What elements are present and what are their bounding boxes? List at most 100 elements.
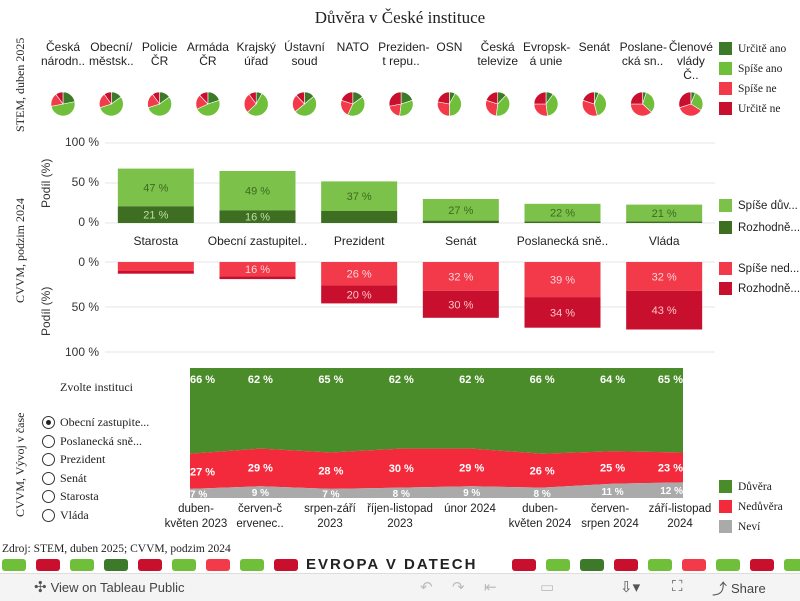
pie-slice (630, 91, 643, 105)
institution-chooser-title: Zvolte instituci (60, 380, 133, 394)
institution-option-label: Senát (60, 470, 87, 485)
pause-icon[interactable]: ▭ (540, 579, 555, 596)
stem-institution-label: Senát (578, 40, 610, 54)
pie-slice (582, 99, 598, 117)
institution-option[interactable]: Prezident (42, 452, 105, 467)
legend-swatch (719, 62, 732, 75)
radio-button-icon[interactable] (42, 471, 55, 485)
stem-institution-label: Ústavní soud (284, 40, 325, 68)
pie-slice (147, 96, 172, 117)
pie-slice (341, 91, 354, 105)
cvvm-legend-item: Spíše dův... (719, 199, 798, 212)
trend-area-chart: 66 % 27 % 7 % duben-květen 2023 62 % 29 % 9 % č… (165, 368, 711, 530)
redo-icon[interactable]: ↷ (452, 579, 465, 596)
data-label: 32 % (448, 271, 473, 283)
x-tick-label: červen- (591, 503, 630, 515)
data-label: 62 % (459, 374, 484, 386)
category-label: Starosta (133, 234, 178, 248)
brand-logo: EVROPA V DATECH (300, 556, 484, 573)
institution-option[interactable]: Vláda (42, 508, 89, 523)
area-nevi (190, 482, 683, 498)
pie-slice (55, 91, 64, 105)
legend-swatch (719, 282, 732, 295)
radio-button-icon[interactable] (42, 508, 55, 522)
data-label: 47 % (143, 182, 168, 194)
category-label: Poslanecká sně.. (517, 234, 608, 248)
stem-institution-label: NATO (336, 40, 369, 54)
cvvm-legend-item: Rozhodně... (719, 282, 800, 295)
bar-segment (219, 171, 296, 211)
legend-swatch (719, 500, 732, 513)
fullscreen-icon[interactable]: ⛶ (672, 578, 683, 595)
legend-label: Rozhodně... (738, 282, 800, 295)
y-axis-title: Podíl (%) (39, 287, 53, 336)
institution-option[interactable]: Senát (42, 471, 87, 486)
y-tick-label: 0 % (78, 215, 99, 229)
stem-institution-label: Armáda ČR (186, 40, 229, 68)
bar-segment (117, 168, 194, 207)
share-button[interactable]: ⤴ Share (712, 578, 766, 599)
data-label: 26 % (347, 269, 372, 281)
radio-button-icon[interactable] (42, 416, 55, 429)
x-tick-label: 2023 (387, 518, 413, 530)
brand-decoration-shape (580, 559, 604, 571)
pie-slice (294, 95, 317, 117)
data-label: 64 % (600, 374, 625, 386)
pie-slice (99, 96, 124, 117)
data-label: 39 % (550, 275, 575, 287)
legend-label: Spíše dův... (738, 199, 798, 212)
x-tick-label: duben- (522, 503, 558, 515)
x-tick-label: květen 2023 (165, 518, 228, 530)
undo-icon[interactable]: ↶ (420, 579, 433, 596)
area-duvera (190, 368, 683, 454)
legend-label: Nedůvěra (738, 500, 783, 513)
institution-option[interactable]: Starosta (42, 489, 99, 504)
x-tick-label: květen 2024 (509, 518, 572, 530)
x-tick-label: ervenec.. (236, 518, 283, 530)
data-label: 8 % (393, 489, 410, 500)
y-tick-label: 50 % (72, 300, 100, 314)
tableau-toolbar: ✣ View on Tableau Public ↶ ↷ ⇤ ▭ ⇩▾ ⛶ ⤴ … (0, 573, 800, 601)
category-label: Senát (445, 234, 477, 248)
institution-option-label: Starosta (60, 489, 99, 503)
stem-institution-label: Členové vlády Č.. (668, 40, 713, 82)
bar-segment (524, 203, 601, 222)
institution-option[interactable]: Poslanecká sně... (42, 434, 142, 449)
pie-slice (533, 91, 547, 105)
radio-button-icon[interactable] (42, 490, 55, 503)
data-label: 28 % (318, 466, 343, 478)
radio-button-icon[interactable] (42, 453, 55, 466)
share-label: Share (731, 581, 766, 596)
x-tick-label: červen-č (238, 503, 282, 515)
brand-decoration-shape (172, 559, 196, 571)
bar-segment (626, 221, 703, 223)
category-label: Prezident (334, 234, 385, 248)
radio-button-icon[interactable] (42, 434, 55, 448)
data-label: 8 % (534, 489, 551, 500)
data-label: 16 % (245, 264, 270, 276)
data-label: 49 % (245, 186, 270, 198)
download-icon[interactable]: ⇩▾ (620, 579, 641, 596)
institution-option[interactable]: Obecní zastupite... (42, 415, 149, 430)
bar-segment (219, 210, 296, 223)
data-label: 30 % (389, 463, 414, 475)
x-tick-label: srpen-září (304, 503, 357, 515)
data-label: 30 % (448, 299, 473, 311)
legend-swatch (719, 199, 732, 212)
bar-segment (524, 262, 601, 298)
institution-option-label: Vláda (60, 507, 89, 522)
bar-segment (422, 199, 499, 221)
revert-icon[interactable]: ⇤ (484, 579, 497, 596)
legend-swatch (719, 480, 732, 493)
brand-decoration-strip (2, 559, 800, 571)
stem-institution-label: Evropsk­á unie (523, 40, 571, 68)
y-axis-title: Podíl (%) (39, 159, 53, 208)
brand-decoration-shape (546, 559, 570, 571)
data-label: 16 % (245, 212, 270, 224)
pie-slice (199, 91, 209, 105)
brand-decoration-shape (682, 559, 706, 571)
brand-decoration-shape (206, 559, 230, 571)
view-on-tableau-button[interactable]: ✣ View on Tableau Public (34, 578, 185, 596)
brand-decoration-shape (274, 559, 298, 571)
source-note: Zdroj: STEM, duben 2025; CVVM, podzim 20… (2, 543, 231, 555)
